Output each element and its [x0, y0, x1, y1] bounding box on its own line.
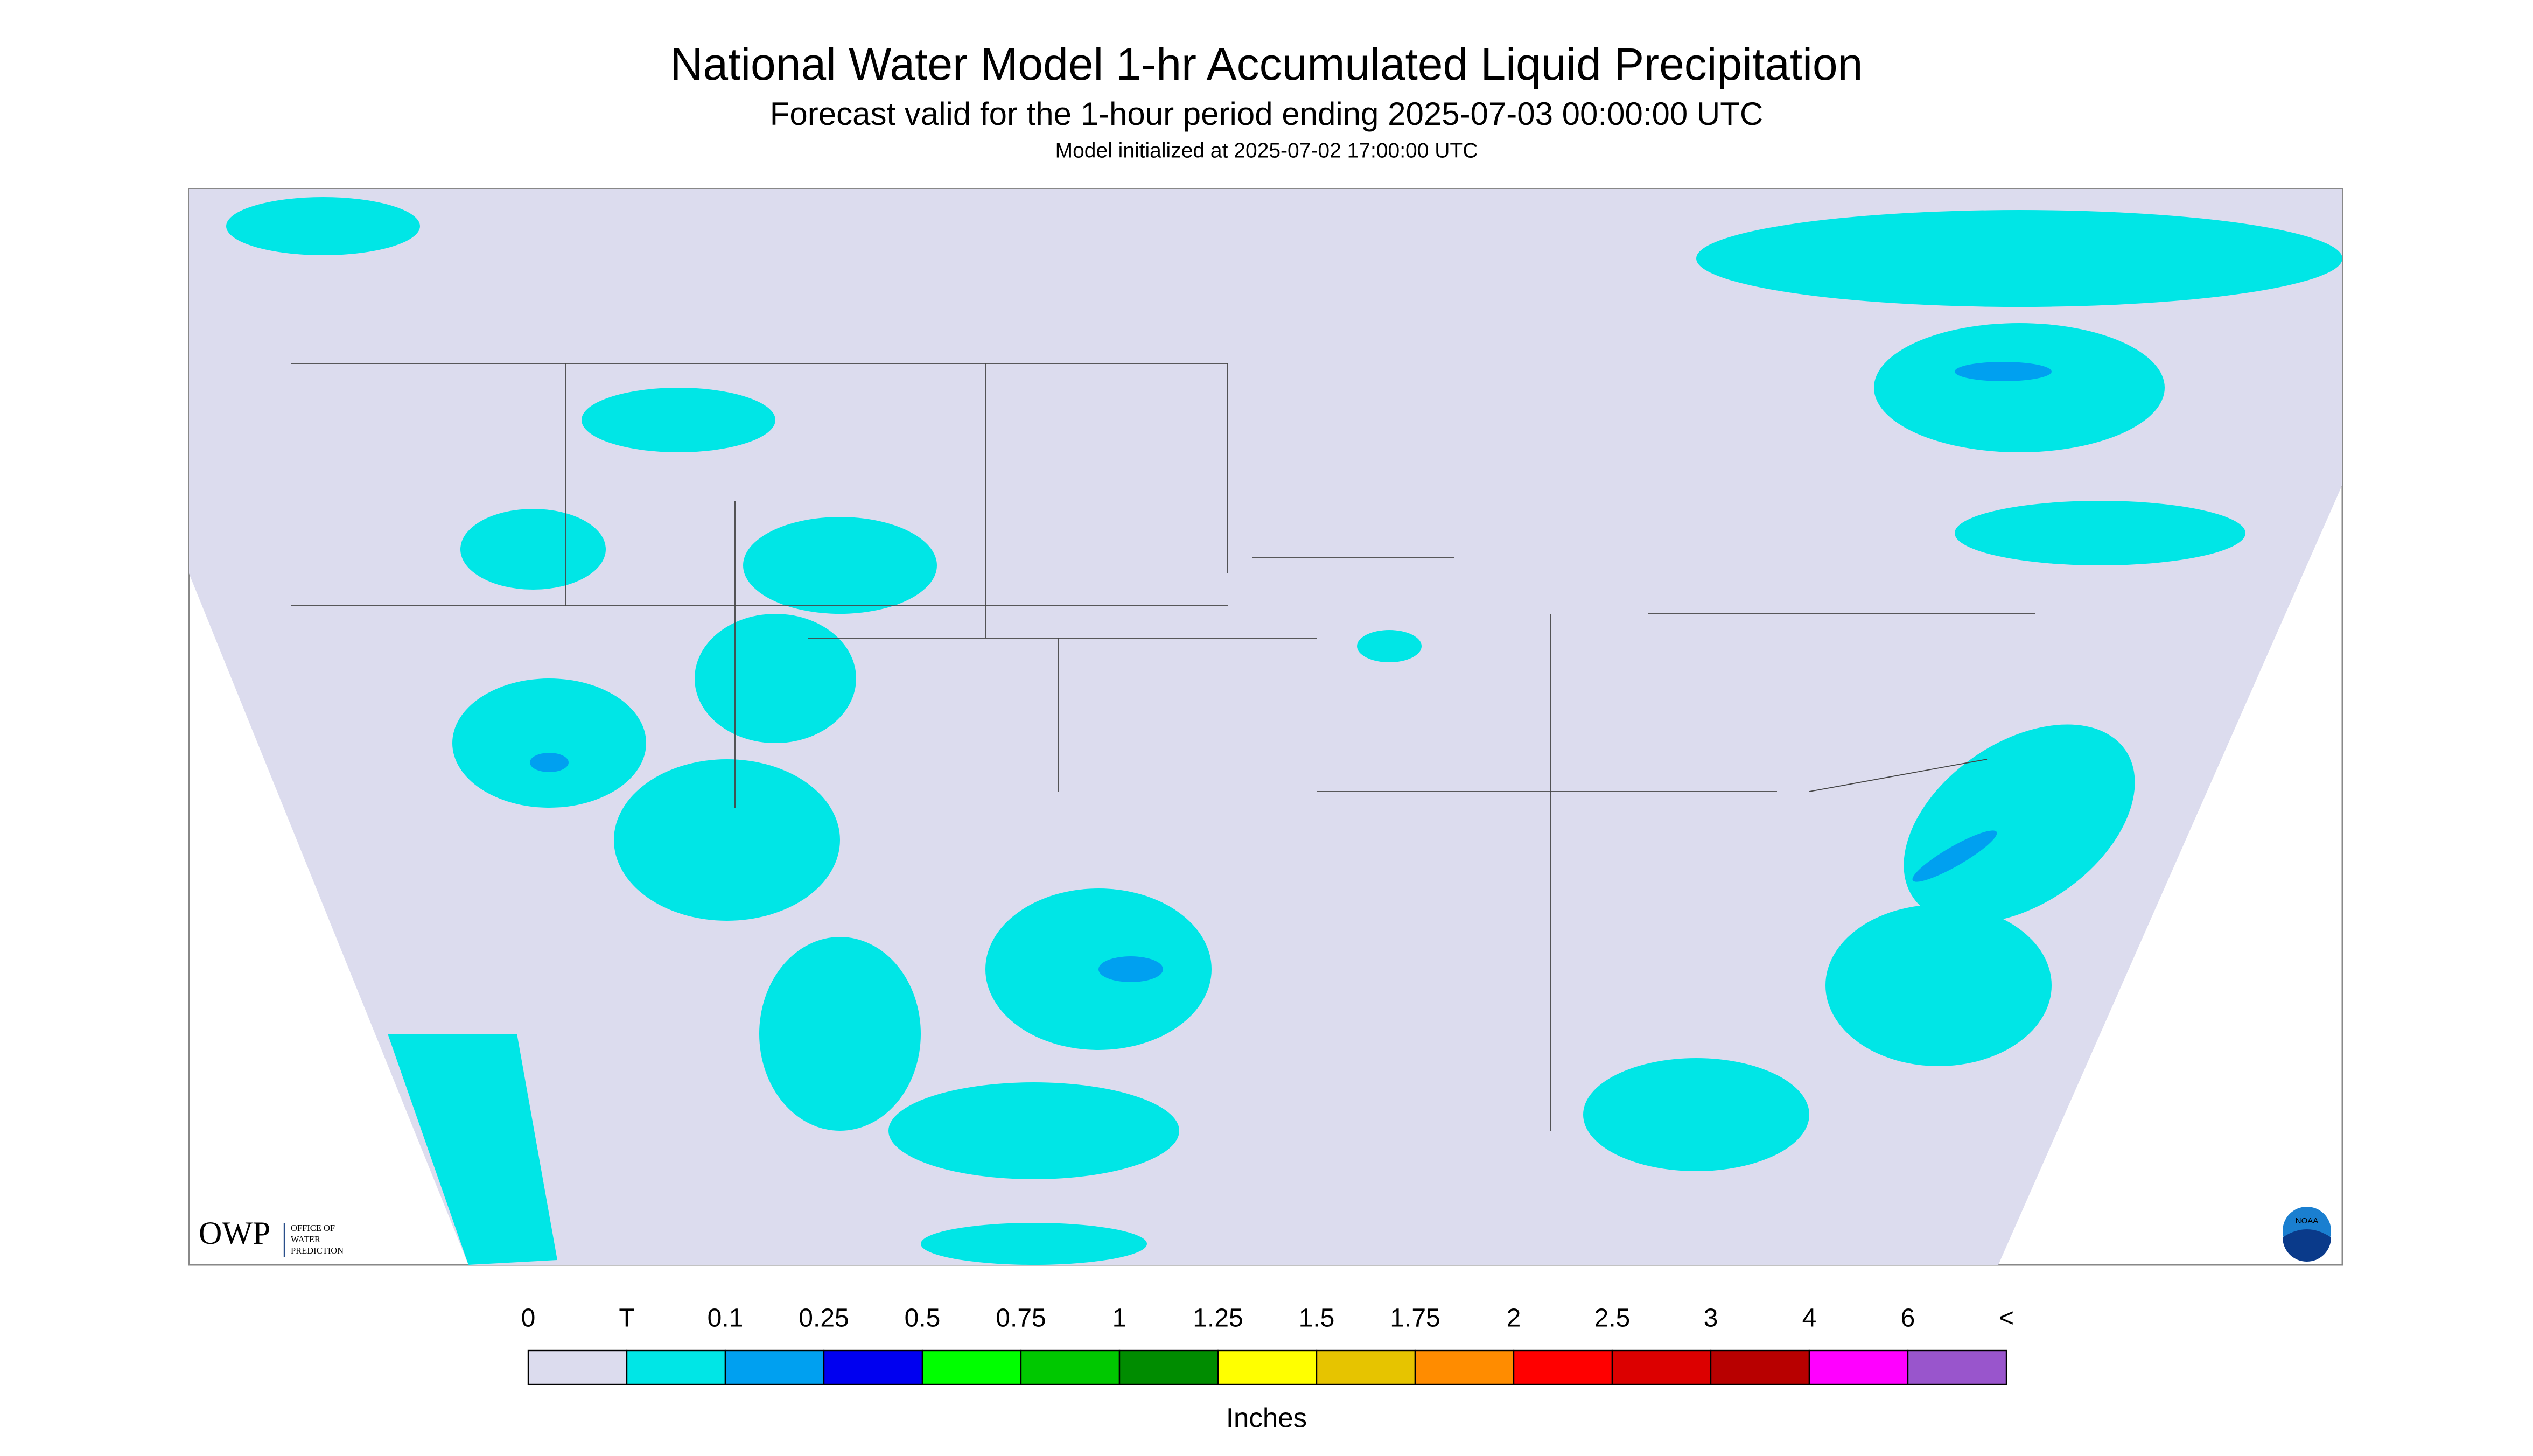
legend-label: 2: [1507, 1304, 1521, 1333]
legend-swatch: [1217, 1349, 1318, 1385]
state-borders: [291, 363, 2035, 1131]
subtitle: Forecast valid for the 1-hour period end…: [770, 96, 1763, 132]
owp-line: OFFICE OF: [291, 1223, 335, 1233]
legend-label: 0.25: [799, 1304, 849, 1333]
legend-swatch: [724, 1349, 825, 1385]
legend-swatch: [921, 1349, 1022, 1385]
legend-swatch: [1414, 1349, 1515, 1385]
noaa-wave: [2283, 1229, 2331, 1262]
legend-swatch: [626, 1349, 726, 1385]
legend-label: 0.5: [905, 1304, 941, 1333]
legend-label: 1: [1112, 1304, 1127, 1333]
legend-label: 2.5: [1594, 1304, 1631, 1333]
legend-label: 1.5: [1299, 1304, 1335, 1333]
noaa-text: NOAA: [2296, 1216, 2319, 1226]
legend-swatch: [1316, 1349, 1416, 1385]
legend-label: 3: [1704, 1304, 1718, 1333]
legend: 0 T 0.1 0.25 0.5 0.75 1 1.25 1.5 1.75 2 2.5 3 4 6 <: [521, 1304, 2014, 1385]
legend-label: <: [1999, 1304, 2014, 1333]
legend-swatch: [1710, 1349, 1810, 1385]
owp-line: WATER: [291, 1234, 320, 1244]
legend-swatch: [1118, 1349, 1219, 1385]
legend-label: T: [619, 1304, 634, 1333]
legend-swatch: [1808, 1349, 1909, 1385]
legend-swatch: [1020, 1349, 1121, 1385]
legend-label: 1.75: [1390, 1304, 1440, 1333]
title: National Water Model 1-hr Accumulated Li…: [670, 39, 1863, 89]
legend-swatch: [527, 1349, 628, 1385]
legend-label: 0.75: [996, 1304, 1046, 1333]
model-domain: [189, 189, 2342, 1265]
legend-label: 6: [1901, 1304, 1915, 1333]
legend-label: 4: [1802, 1304, 1817, 1333]
map: OWP OFFICE OF WATER PREDICTION NOAA: [188, 188, 2343, 1266]
legend-swatch: [1907, 1349, 2007, 1385]
legend-label: 0: [521, 1304, 536, 1333]
owp-line: PREDICTION: [291, 1245, 344, 1256]
init-time: Model initialized at 2025-07-02 17:00:00…: [1055, 139, 1478, 162]
owp-logo: OWP: [199, 1215, 270, 1251]
precip-areas-heavy: [530, 362, 2052, 983]
legend-swatch: [1611, 1349, 1712, 1385]
precip-areas: [226, 197, 2342, 1265]
legend-swatch: [1513, 1349, 1613, 1385]
legend-label: 0.1: [708, 1304, 744, 1333]
legend-units: Inches: [1226, 1402, 1307, 1433]
legend-label: 1.25: [1193, 1304, 1243, 1333]
legend-swatch: [823, 1349, 923, 1385]
